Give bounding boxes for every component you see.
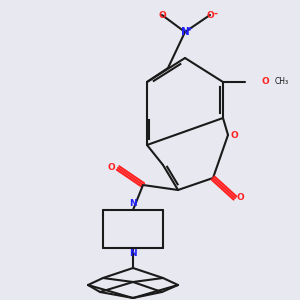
- Text: +: +: [187, 26, 192, 32]
- Text: O: O: [158, 11, 166, 20]
- Text: O: O: [206, 11, 214, 20]
- Text: CH₃: CH₃: [275, 77, 289, 86]
- Text: O: O: [231, 130, 239, 140]
- Text: O: O: [236, 194, 244, 202]
- Text: N: N: [129, 250, 137, 259]
- Text: O: O: [261, 77, 269, 86]
- Text: -: -: [214, 8, 218, 19]
- Text: O: O: [107, 164, 115, 172]
- Text: N: N: [181, 27, 189, 37]
- Text: N: N: [129, 200, 137, 208]
